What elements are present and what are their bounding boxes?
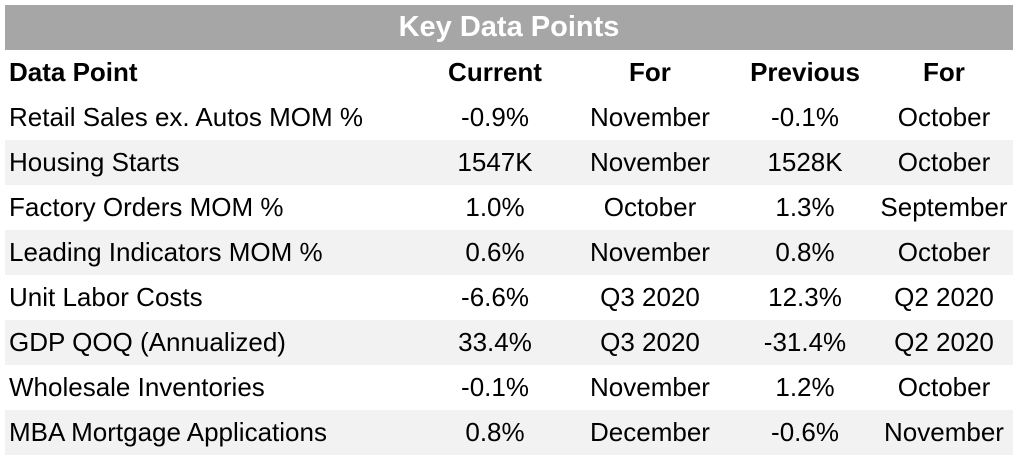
table-cell: 1.3% [775,192,835,222]
table-cell: Q2 2020 [894,327,994,357]
table-cell: Unit Labor Costs [9,282,203,312]
table-cell: November [590,147,710,177]
table-cell: Leading Indicators MOM % [9,237,323,267]
column-header: For [923,57,965,87]
table-cell: Factory Orders MOM % [9,192,284,222]
table-cell: MBA Mortgage Applications [9,417,327,447]
table-cell: 0.8% [775,237,835,267]
table-cell: -6.6% [461,282,529,312]
table-body: Retail Sales ex. Autos MOM % -0.9% Novembe… [5,95,1013,455]
table-cell: 1547K [457,147,533,177]
table-row: Leading Indicators MOM % 0.6% November 0.8%… [5,230,1013,275]
table-cell: Housing Starts [9,147,180,177]
table-row: GDP QOQ (Annualized) 33.4% Q3 2020 -31.4% Q2… [5,320,1013,365]
table-cell: 1.2% [775,372,835,402]
column-header: Previous [750,57,860,87]
table-row: Retail Sales ex. Autos MOM % -0.9% Novembe… [5,95,1013,140]
table-cell: Q3 2020 [600,327,700,357]
table-cell: -0.9% [461,102,529,132]
column-header: Data Point [9,57,138,87]
table-row: Unit Labor Costs -6.6% Q3 2020 12.3% Q2 2020 [5,275,1013,320]
table-cell: 33.4% [458,327,532,357]
table-cell: October [897,372,991,402]
table-cell: October [897,237,991,267]
key-data-table: Key Data Points Data Point Current For Prev… [5,5,1013,455]
table-cell: 1.0% [465,192,525,222]
table-cell: Q2 2020 [894,282,994,312]
table-cell: -0.1% [771,102,839,132]
table-cell: November [590,237,710,267]
table-cell: Retail Sales ex. Autos MOM % [9,102,364,132]
table-title: Key Data Points [5,5,1013,50]
table-cell: -31.4% [763,327,847,357]
table-cell: Wholesale Inventories [9,372,265,402]
table-cell: 0.8% [465,417,525,447]
table-cell: October [897,147,991,177]
table-row: Wholesale Inventories -0.1% November 1.2% Oc… [5,365,1013,410]
table-cell: September [880,192,1008,222]
table-row: Factory Orders MOM % 1.0% October 1.3% Septe… [5,185,1013,230]
table-cell: December [590,417,710,447]
table-cell: -0.1% [461,372,529,402]
table-cell: October [603,192,697,222]
column-header: For [629,57,671,87]
table-cell: November [884,417,1004,447]
table-cell: 12.3% [768,282,842,312]
table-cell: 0.6% [465,237,525,267]
table-row: MBA Mortgage Applications 0.8% December -0.… [5,410,1013,455]
column-header: Current [448,57,542,87]
table: Data Point Current For Previous For Retail S… [5,50,1013,455]
table-cell: GDP QOQ (Annualized) [9,327,286,357]
table-row: Housing Starts 1547K November 1528K October [5,140,1013,185]
table-cell: 1528K [767,147,843,177]
table-cell: November [590,102,710,132]
table-cell: Q3 2020 [600,282,700,312]
header-row: Data Point Current For Previous For [5,50,1013,95]
table-cell: October [897,102,991,132]
table-cell: -0.6% [771,417,839,447]
table-cell: November [590,372,710,402]
